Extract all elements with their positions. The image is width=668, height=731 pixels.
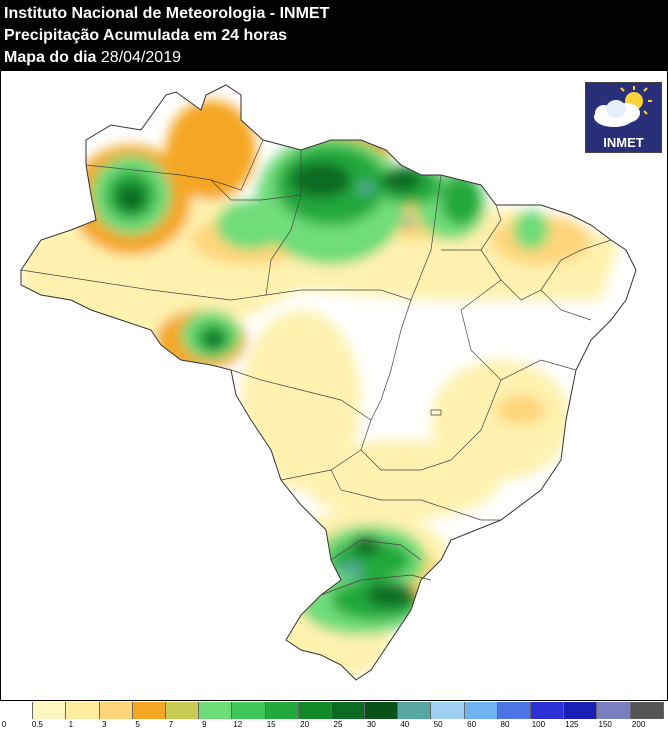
- legend-swatch: [298, 702, 332, 719]
- precipitation-map: [0, 71, 668, 700]
- map-date: 28/04/2019: [100, 49, 181, 66]
- legend-label: 150: [598, 720, 612, 729]
- legend-label: 30: [366, 720, 376, 729]
- legend-swatch: [66, 702, 100, 719]
- legend-label: 60: [467, 720, 477, 729]
- legend-swatch: [630, 702, 664, 719]
- map-date-line: Mapa do dia 28/04/2019: [4, 48, 181, 68]
- legend-labels: 0 0.5 1 3 5 7 9 12 15 20 25 30 40 50 60 80 100 125 150 200: [0, 720, 668, 731]
- legend-label: 200: [631, 720, 646, 729]
- legend-swatch: [398, 702, 432, 719]
- legend-swatch: [33, 702, 67, 719]
- legend-label: 7: [168, 720, 174, 729]
- legend-label: 40: [400, 720, 410, 729]
- logo-text: INMET: [603, 135, 644, 150]
- cloud-sun-icon: [594, 86, 652, 127]
- legend-label: 20: [300, 720, 310, 729]
- brazil-map: [20, 84, 637, 681]
- map-title: Precipitação Acumulada em 24 horas: [4, 27, 288, 44]
- legend-swatch: [431, 702, 465, 719]
- legend-label: 50: [433, 720, 443, 729]
- legend-swatch: [331, 702, 366, 719]
- legend-label: 15: [266, 720, 276, 729]
- legend-label: 1: [68, 720, 74, 729]
- map-date-label: Mapa do dia: [4, 49, 97, 66]
- state-borders: [20, 139, 612, 596]
- legend-swatch: [132, 702, 166, 719]
- legend-swatch: [232, 702, 266, 719]
- country-border: [20, 84, 637, 681]
- legend-swatch: [531, 702, 565, 719]
- legend-swatch: [464, 702, 498, 719]
- legend-swatch: [597, 702, 631, 719]
- legend-swatch: [497, 702, 531, 719]
- legend-swatch: [265, 702, 299, 719]
- legend-swatch: [165, 702, 200, 719]
- legend-swatch: [0, 702, 34, 719]
- legend-label: 80: [500, 720, 510, 729]
- legend-swatches: [0, 702, 668, 719]
- legend-label: 100: [531, 720, 546, 729]
- legend-label: 0.5: [31, 720, 43, 729]
- legend-swatch: [564, 702, 598, 719]
- legend-label: 3: [101, 720, 107, 729]
- legend-label: 9: [202, 720, 207, 729]
- legend-label: 125: [565, 720, 579, 729]
- legend-label: 12: [233, 720, 243, 729]
- title-bar: Instituto Nacional de Meteorologia - INM…: [0, 0, 668, 71]
- legend-swatch: [199, 702, 233, 719]
- inmet-logo: INMET: [585, 82, 662, 153]
- legend-label: 5: [135, 720, 140, 729]
- legend-swatch: [365, 702, 399, 719]
- institute-title: Instituto Nacional de Meteorologia - INM…: [4, 5, 330, 22]
- legend-swatch: [99, 702, 133, 719]
- precipitation-field: [21, 85, 636, 680]
- color-legend: 0 0.5 1 3 5 7 9 12 15 20 25 30 40 50 60 80 100 125 150 200: [0, 700, 668, 731]
- legend-label: 25: [333, 720, 343, 729]
- legend-label: 0: [1, 720, 7, 729]
